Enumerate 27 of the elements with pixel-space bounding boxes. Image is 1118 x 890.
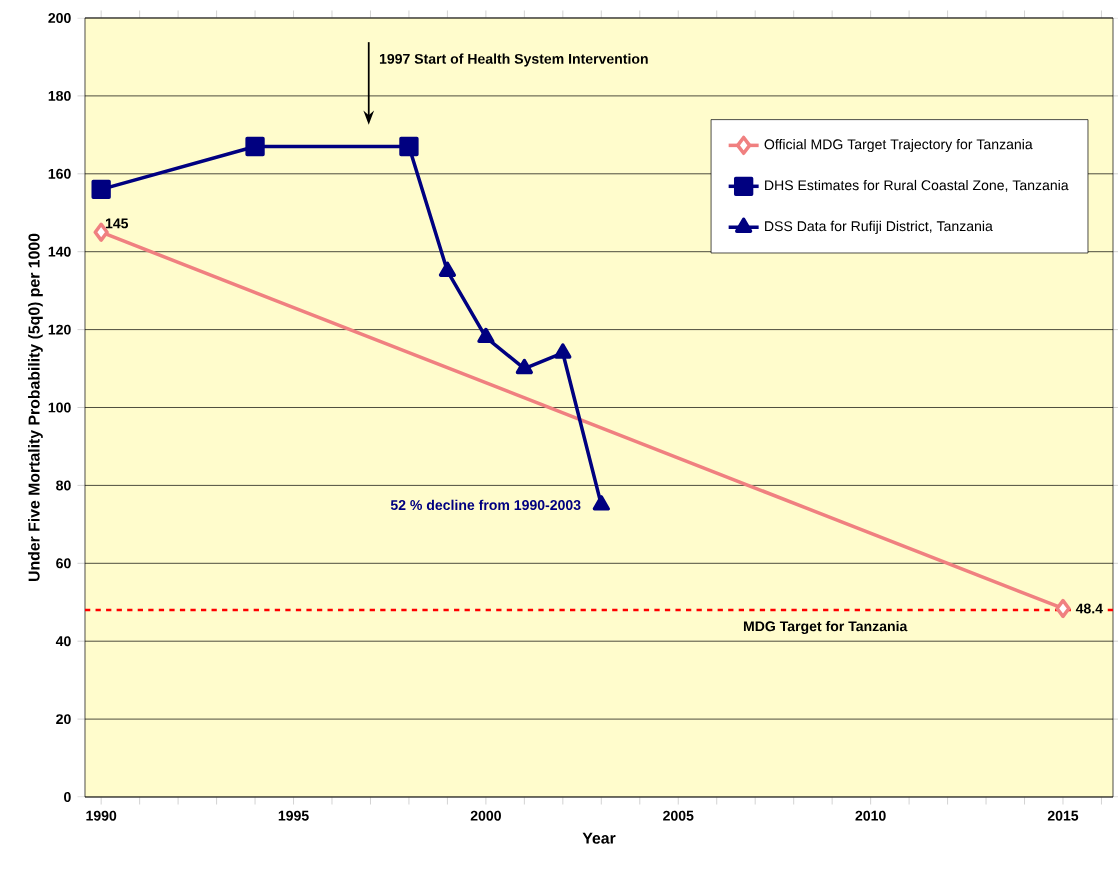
y-tick-label: 60	[56, 558, 71, 569]
x-tick-label: 2015	[1047, 810, 1079, 821]
ref-line-label: MDG Target for Tanzania	[743, 620, 908, 635]
y-tick-label: 0	[64, 792, 71, 802]
y-tick-label: 180	[48, 90, 71, 101]
legend-label: Official MDG Target Trajectory for Tanzania	[764, 138, 1033, 153]
y-tick-label: 80	[56, 480, 71, 491]
x-axis-title: Year	[582, 832, 616, 844]
y-tick-label: 100	[48, 402, 71, 413]
y-tick-label: 120	[48, 324, 71, 335]
x-tick-label: 2010	[855, 810, 886, 821]
annotation: 52 % decline from 1990-2003	[390, 499, 581, 511]
annotation: 145	[105, 218, 129, 229]
annotation: 1997 Start of Health System Intervention	[379, 53, 648, 67]
x-tick-label: 1995	[278, 810, 309, 821]
annotation: 48.4	[1075, 603, 1103, 614]
legend-label: DSS Data for Rufiji District, Tanzania	[765, 220, 993, 234]
y-tick-label: 40	[55, 636, 71, 647]
x-tick-label: 2005	[663, 810, 694, 821]
y-tick-label: 20	[56, 714, 71, 725]
y-tick-label: 200	[48, 13, 71, 23]
y-tick-label: 160	[48, 168, 71, 179]
x-tick-label: 1990	[86, 810, 117, 821]
x-tick-label: 2000	[470, 810, 501, 821]
y-axis-title: Under Five Mortality Probability (5q0) per 1000	[28, 233, 43, 582]
y-tick-label: 140	[48, 246, 71, 257]
legend-label: DHS Estimates for Rural Coastal Zone, Tanzania	[765, 179, 1069, 192]
